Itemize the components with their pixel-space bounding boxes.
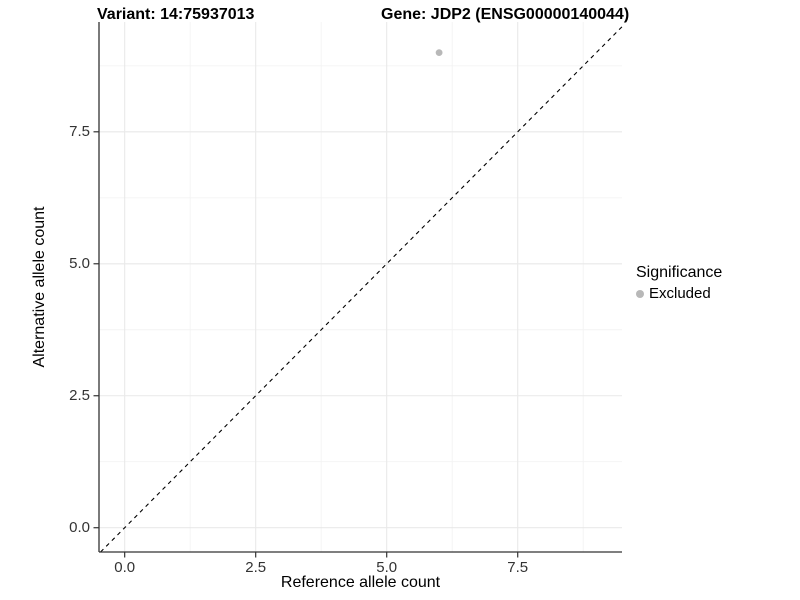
x-tick-label: 7.5 <box>507 559 529 576</box>
data-point <box>435 49 443 57</box>
x-tick-label: 2.5 <box>245 559 267 576</box>
y-axis-title: Alternative allele count <box>31 206 48 368</box>
plot-title-variant: Variant: 14:75937013 <box>97 6 255 23</box>
identity-dashed-line <box>100 26 623 553</box>
y-tick-label: 5.0 <box>69 254 90 272</box>
legend-key-dot-icon <box>636 289 644 298</box>
legend-item-excluded: Excluded <box>636 285 722 302</box>
x-tick-label: 5.0 <box>376 559 398 576</box>
x-axis-title: Reference allele count <box>280 574 441 591</box>
y-tick-label: 0.0 <box>69 518 90 536</box>
y-tick-label: 7.5 <box>69 122 90 140</box>
legend: Significance Excluded <box>636 264 722 302</box>
plot-title-gene: Gene: JDP2 (ENSG00000140044) <box>381 6 630 23</box>
legend-item-label: Excluded <box>649 285 711 302</box>
legend-title: Significance <box>636 264 723 281</box>
x-tick-label: 0.0 <box>114 559 136 576</box>
y-tick-label: 2.5 <box>69 386 90 404</box>
